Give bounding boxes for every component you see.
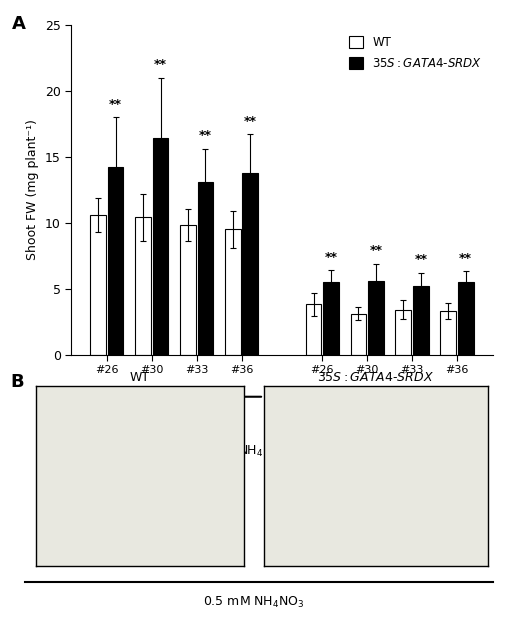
Text: 10: 10 (165, 414, 184, 428)
Bar (225, 230, 241, 355)
Text: **: ** (154, 58, 167, 71)
Bar (323, 282, 339, 355)
Bar (135, 218, 151, 355)
Y-axis label: Shoot FW (mg plant⁻¹): Shoot FW (mg plant⁻¹) (26, 119, 39, 260)
Title: $\mathit{35S{:}GATA4\text{-}SRDX}$: $\mathit{35S{:}GATA4\text{-}SRDX}$ (318, 371, 434, 384)
Bar (351, 313, 366, 355)
Bar (413, 286, 429, 355)
Bar (90, 215, 106, 355)
Text: NH$_4$NO$_3$ (mM): NH$_4$NO$_3$ (mM) (238, 443, 326, 459)
Bar (396, 310, 411, 355)
Text: **: ** (369, 244, 383, 257)
Text: 0.5 mM NH$_4$NO$_3$: 0.5 mM NH$_4$NO$_3$ (203, 595, 305, 610)
Bar (306, 304, 322, 355)
Text: B: B (10, 373, 24, 391)
Bar (440, 311, 456, 355)
Legend: WT, $\mathit{35S{:}GATA4\text{-}SRDX}$: WT, $\mathit{35S{:}GATA4\text{-}SRDX}$ (344, 30, 487, 75)
Title: WT: WT (130, 371, 150, 384)
Text: **: ** (244, 114, 257, 128)
Text: **: ** (199, 129, 212, 142)
Text: **: ** (325, 251, 338, 264)
Text: 0.5: 0.5 (377, 414, 402, 428)
Text: **: ** (459, 252, 472, 265)
Bar (458, 282, 473, 355)
Bar (198, 182, 213, 355)
Bar (368, 281, 384, 355)
Text: A: A (12, 15, 26, 33)
Bar (108, 167, 123, 355)
Bar (153, 138, 168, 355)
Bar (242, 172, 258, 355)
Text: **: ** (415, 253, 427, 266)
Bar (180, 225, 196, 355)
Text: **: ** (109, 98, 122, 111)
